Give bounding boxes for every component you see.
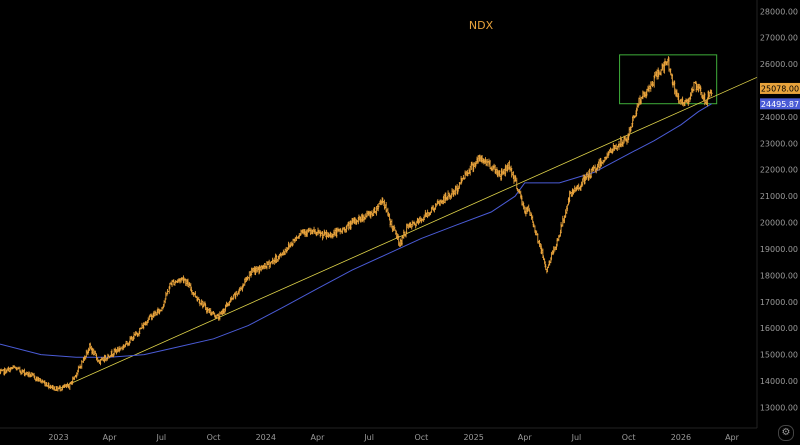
range-box bbox=[619, 54, 718, 105]
x-tick-label: Jul bbox=[363, 433, 374, 442]
trendline bbox=[58, 76, 758, 390]
y-tick-label: 20000.00 bbox=[760, 219, 798, 228]
y-tick-label: 16000.00 bbox=[760, 324, 798, 333]
plot-area bbox=[0, 54, 758, 392]
last-price-badge-label: 25078.00 bbox=[761, 84, 799, 93]
x-tick-label: Oct bbox=[622, 433, 636, 442]
y-tick-label: 14000.00 bbox=[760, 377, 798, 386]
y-tick-label: 15000.00 bbox=[760, 351, 798, 360]
chart-title: NDX bbox=[469, 19, 494, 32]
y-tick-label: 27000.00 bbox=[760, 34, 798, 43]
price-badges: 25078.00 24495.87 bbox=[760, 82, 800, 110]
y-tick-label: 19000.00 bbox=[760, 245, 798, 254]
y-tick-label: 26000.00 bbox=[760, 60, 798, 69]
y-tick-label: 18000.00 bbox=[760, 271, 798, 280]
y-tick-label: 21000.00 bbox=[760, 192, 798, 201]
moving-average-badge bbox=[760, 98, 800, 110]
x-tick-label: Oct bbox=[414, 433, 428, 442]
x-tick-label: Apr bbox=[518, 433, 533, 442]
x-tick-label: 2023 bbox=[48, 433, 68, 442]
price-series bbox=[0, 56, 713, 392]
y-tick-label: 13000.00 bbox=[760, 403, 798, 412]
x-tick-label: Oct bbox=[207, 433, 221, 442]
x-tick-label: 2024 bbox=[256, 433, 276, 442]
y-tick-label: 24000.00 bbox=[760, 113, 798, 122]
x-tick-label: 2026 bbox=[671, 433, 691, 442]
settings-icon[interactable]: ⚙ bbox=[778, 425, 794, 441]
y-tick-label: 17000.00 bbox=[760, 298, 798, 307]
y-tick-label: 22000.00 bbox=[760, 166, 798, 175]
x-tick-label: Jul bbox=[571, 433, 582, 442]
moving-average-badge-label: 24495.87 bbox=[761, 100, 799, 109]
y-tick-label: 28000.00 bbox=[760, 7, 798, 16]
moving-average-line bbox=[0, 103, 712, 358]
x-tick-label: Apr bbox=[311, 433, 326, 442]
x-tick-label: Apr bbox=[103, 433, 118, 442]
x-axis: 2023 Apr Jul Oct 2024 Apr Jul Oct 2025 Apr Jul Oct 2… bbox=[48, 433, 739, 442]
last-price-badge bbox=[760, 82, 800, 94]
y-tick-label: 23000.00 bbox=[760, 139, 798, 148]
x-tick-label: 2025 bbox=[463, 433, 483, 442]
x-tick-label: Apr bbox=[725, 433, 740, 442]
x-tick-label: Jul bbox=[155, 433, 166, 442]
